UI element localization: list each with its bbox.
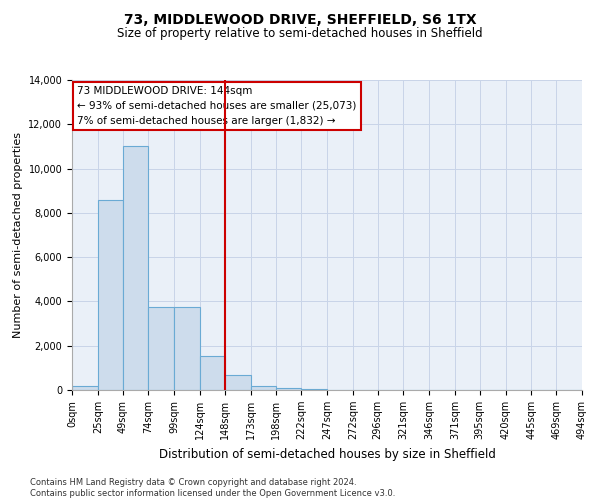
Bar: [251, 386, 277, 390]
Bar: [72, 386, 98, 390]
Bar: [174, 307, 200, 390]
Text: 73 MIDDLEWOOD DRIVE: 144sqm
← 93% of semi-detached houses are smaller (25,073)
7: 73 MIDDLEWOOD DRIVE: 144sqm ← 93% of sem…: [77, 86, 356, 126]
X-axis label: Distribution of semi-detached houses by size in Sheffield: Distribution of semi-detached houses by …: [158, 448, 496, 460]
Bar: [122, 146, 148, 390]
Text: Size of property relative to semi-detached houses in Sheffield: Size of property relative to semi-detach…: [117, 28, 483, 40]
Text: Contains HM Land Registry data © Crown copyright and database right 2024.
Contai: Contains HM Land Registry data © Crown c…: [30, 478, 395, 498]
Text: 73, MIDDLEWOOD DRIVE, SHEFFIELD, S6 1TX: 73, MIDDLEWOOD DRIVE, SHEFFIELD, S6 1TX: [124, 12, 476, 26]
Bar: [98, 200, 122, 390]
Y-axis label: Number of semi-detached properties: Number of semi-detached properties: [13, 132, 23, 338]
Bar: [148, 307, 174, 390]
Bar: [301, 389, 327, 390]
Bar: [200, 356, 225, 390]
Bar: [277, 388, 301, 390]
Bar: [225, 374, 251, 390]
